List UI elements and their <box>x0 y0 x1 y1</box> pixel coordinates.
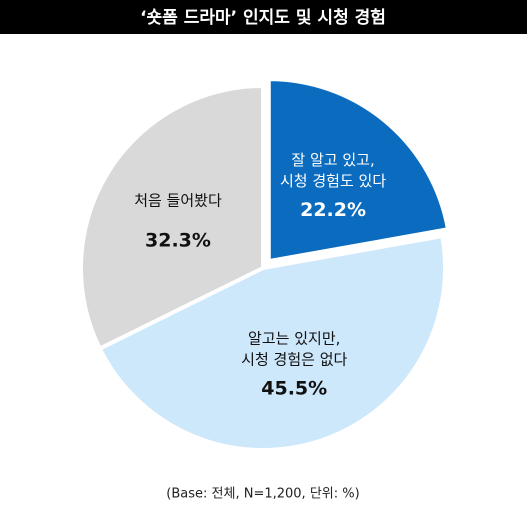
footnote: (Base: 전체, N=1,200, 단위: %) <box>166 487 359 502</box>
chart-title: ‘숏폼 드라마’ 인지도 및 시청 경험 <box>140 7 386 28</box>
value-label: 32.3% <box>145 230 211 252</box>
slice-label: 처음 들어봤다 <box>134 192 222 210</box>
slice-label: 잘 알고 있고, 시청 경험도 있다 <box>280 150 386 189</box>
title-bar <box>0 0 527 34</box>
pie-slice <box>266 77 451 264</box>
slice-label: 알고는 있지만, 시청 경험은 없다 <box>241 329 347 368</box>
value-label: 22.2% <box>300 199 366 221</box>
value-label: 45.5% <box>261 378 327 400</box>
pie-slice <box>79 83 265 352</box>
pie-slice <box>97 233 447 452</box>
